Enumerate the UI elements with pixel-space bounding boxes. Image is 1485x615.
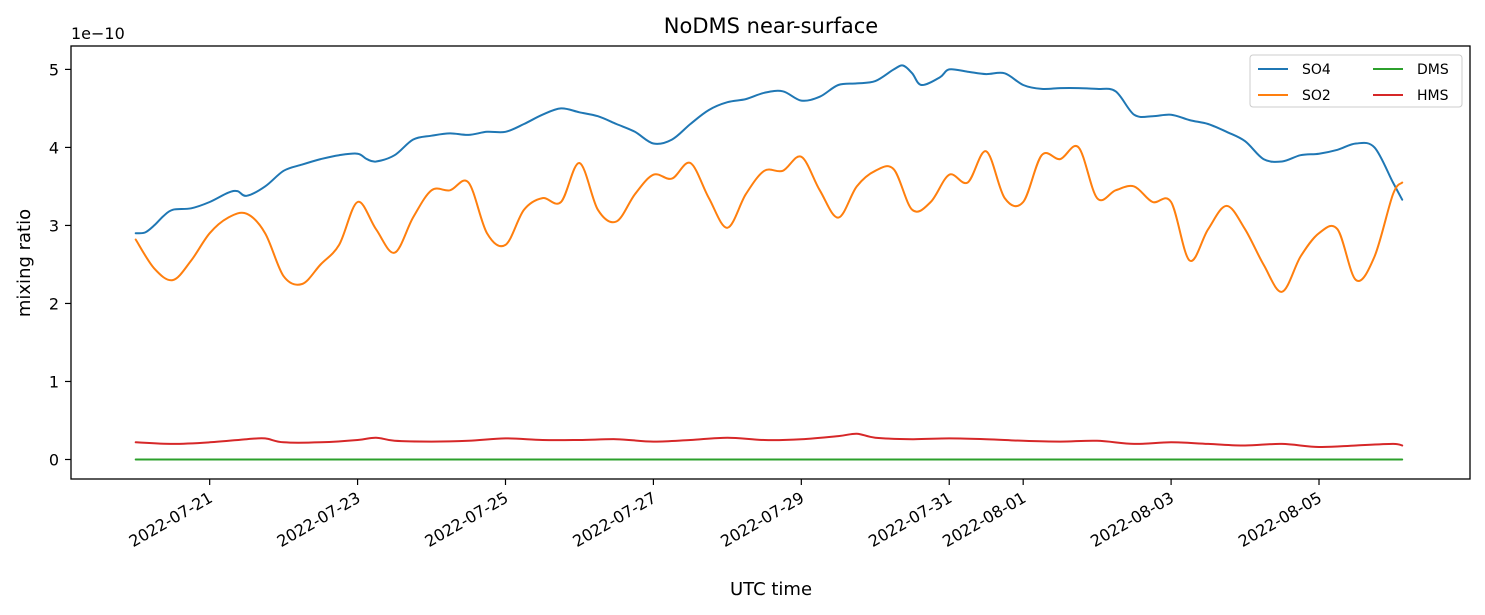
legend-label-dms: DMS <box>1417 62 1449 78</box>
legend-label-so2: SO2 <box>1302 88 1331 104</box>
x-axis: 2022-07-21 2022-07-23 2022-07-25 2022-07-27… <box>126 479 1325 551</box>
series-layer <box>134 64 1404 461</box>
x-tick-label: 2022-07-31 <box>865 488 955 551</box>
x-tick-label: 2022-08-03 <box>1087 488 1177 551</box>
plot-frame <box>70 45 1471 480</box>
chart-title: NoDMS near-surface <box>664 14 878 38</box>
legend: SO4 SO2 DMS HMS <box>1249 54 1463 108</box>
x-axis-label: UTC time <box>730 579 812 600</box>
y-axis: 0 1 2 3 4 5 <box>49 60 71 469</box>
legend-box <box>1249 54 1463 108</box>
series-line-so2 <box>134 144 1404 293</box>
legend-label-so4: SO4 <box>1302 62 1331 78</box>
x-tick-label: 2022-07-25 <box>421 488 511 551</box>
x-tick-label: 2022-07-27 <box>569 488 659 551</box>
x-tick-label: 2022-07-21 <box>126 488 216 551</box>
y-tick-label: 1 <box>49 372 59 391</box>
series-line-so4 <box>134 64 1404 235</box>
x-tick-label: 2022-07-29 <box>717 488 807 551</box>
x-tick-label: 2022-08-05 <box>1235 488 1325 551</box>
y-tick-label: 2 <box>49 294 59 313</box>
legend-label-hms: HMS <box>1417 88 1449 104</box>
y-offset-text: 1e−10 <box>71 24 125 43</box>
y-tick-label: 5 <box>49 60 59 79</box>
x-tick-label: 2022-07-23 <box>274 488 364 551</box>
y-tick-label: 3 <box>49 216 59 235</box>
series-line-hms <box>134 432 1404 449</box>
y-tick-label: 4 <box>49 138 59 157</box>
x-tick-label: 2022-08-01 <box>939 488 1029 551</box>
y-tick-label: 0 <box>49 450 59 469</box>
y-axis-label: mixing ratio <box>14 209 35 317</box>
